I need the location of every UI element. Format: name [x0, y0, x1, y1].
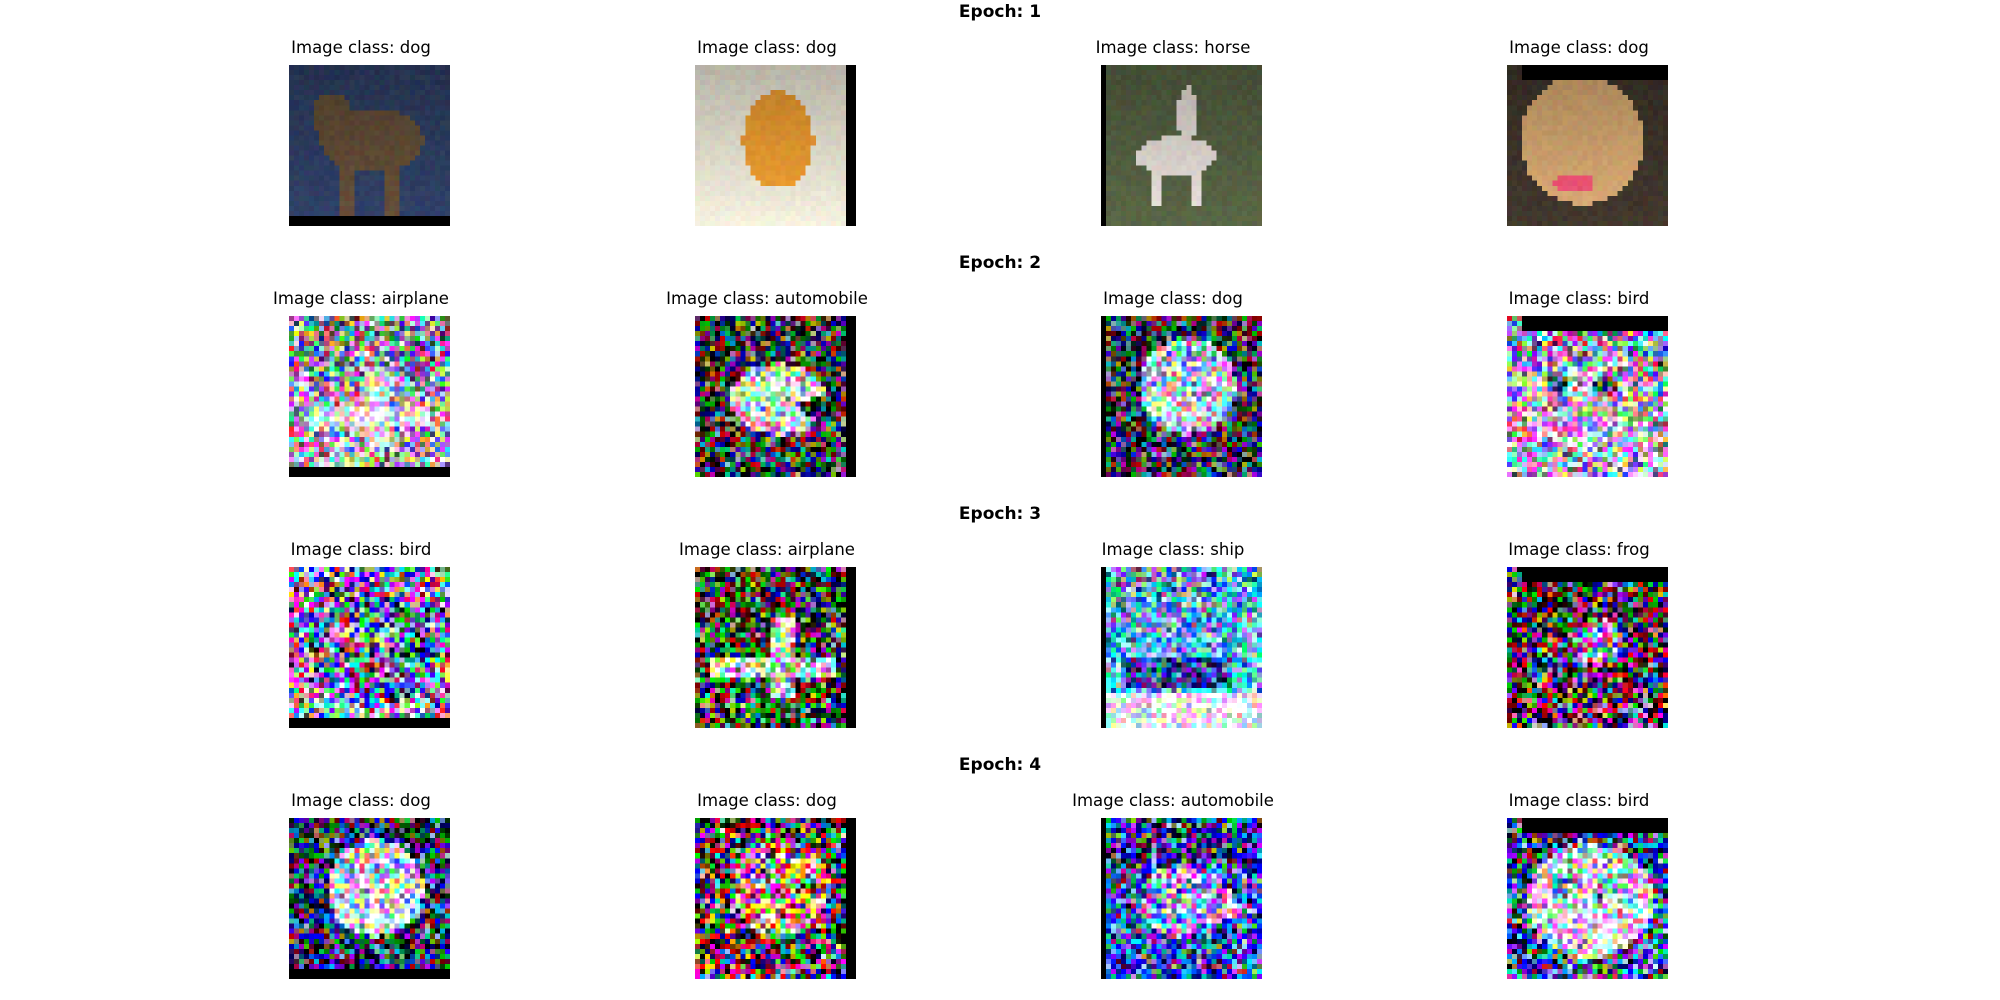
image-class-label: Image class: airplane: [273, 289, 449, 308]
image-panel: Image class: airplane: [642, 540, 892, 730]
image-panel: Image class: frog: [1454, 540, 1704, 730]
epoch-title: Epoch: 2: [958, 253, 1042, 273]
image-class-label: Image class: dog: [1509, 38, 1649, 57]
image-panel: Image class: ship: [1048, 540, 1298, 730]
image-class-label: Image class: dog: [697, 791, 837, 810]
image-panel: Image class: horse: [1048, 38, 1298, 228]
image-panel: Image class: dog: [642, 38, 892, 228]
epoch-title: Epoch: 1: [958, 2, 1042, 22]
epoch-title: Epoch: 3: [958, 504, 1042, 524]
sample-image: [1507, 818, 1668, 979]
image-panel: Image class: airplane: [236, 289, 486, 479]
image-class-label: Image class: bird: [1508, 791, 1650, 810]
sample-image: [1101, 567, 1262, 728]
image-class-label: Image class: airplane: [679, 540, 855, 559]
sample-image: [695, 65, 856, 226]
epoch-title: Epoch: 4: [958, 755, 1042, 775]
image-class-label: Image class: bird: [1508, 289, 1650, 308]
image-panel: Image class: dog: [236, 38, 486, 228]
image-panel: Image class: dog: [236, 791, 486, 981]
sample-image: [1101, 818, 1262, 979]
sample-image: [289, 65, 450, 226]
sample-image: [695, 316, 856, 477]
image-panel: Image class: dog: [1454, 38, 1704, 228]
image-panel: Image class: bird: [1454, 289, 1704, 479]
image-panel: Image class: automobile: [1048, 791, 1298, 981]
image-class-label: Image class: automobile: [666, 289, 868, 308]
sample-image: [1507, 567, 1668, 728]
image-class-label: Image class: bird: [290, 540, 432, 559]
image-class-label: Image class: dog: [697, 38, 837, 57]
image-panel: Image class: dog: [642, 791, 892, 981]
image-class-label: Image class: horse: [1095, 38, 1251, 57]
sample-image: [289, 316, 450, 477]
sample-image: [289, 818, 450, 979]
sample-image: [695, 818, 856, 979]
sample-image: [1101, 316, 1262, 477]
sample-image: [695, 567, 856, 728]
image-class-label: Image class: frog: [1508, 540, 1650, 559]
image-panel: Image class: bird: [236, 540, 486, 730]
sample-image: [289, 567, 450, 728]
image-panel: Image class: bird: [1454, 791, 1704, 981]
image-class-label: Image class: dog: [1103, 289, 1243, 308]
image-class-label: Image class: dog: [291, 38, 431, 57]
image-class-label: Image class: dog: [291, 791, 431, 810]
image-panel: Image class: automobile: [642, 289, 892, 479]
image-class-label: Image class: automobile: [1072, 791, 1274, 810]
image-class-label: Image class: ship: [1101, 540, 1245, 559]
sample-image: [1101, 65, 1262, 226]
sample-image: [1507, 316, 1668, 477]
image-panel: Image class: dog: [1048, 289, 1298, 479]
sample-image: [1507, 65, 1668, 226]
